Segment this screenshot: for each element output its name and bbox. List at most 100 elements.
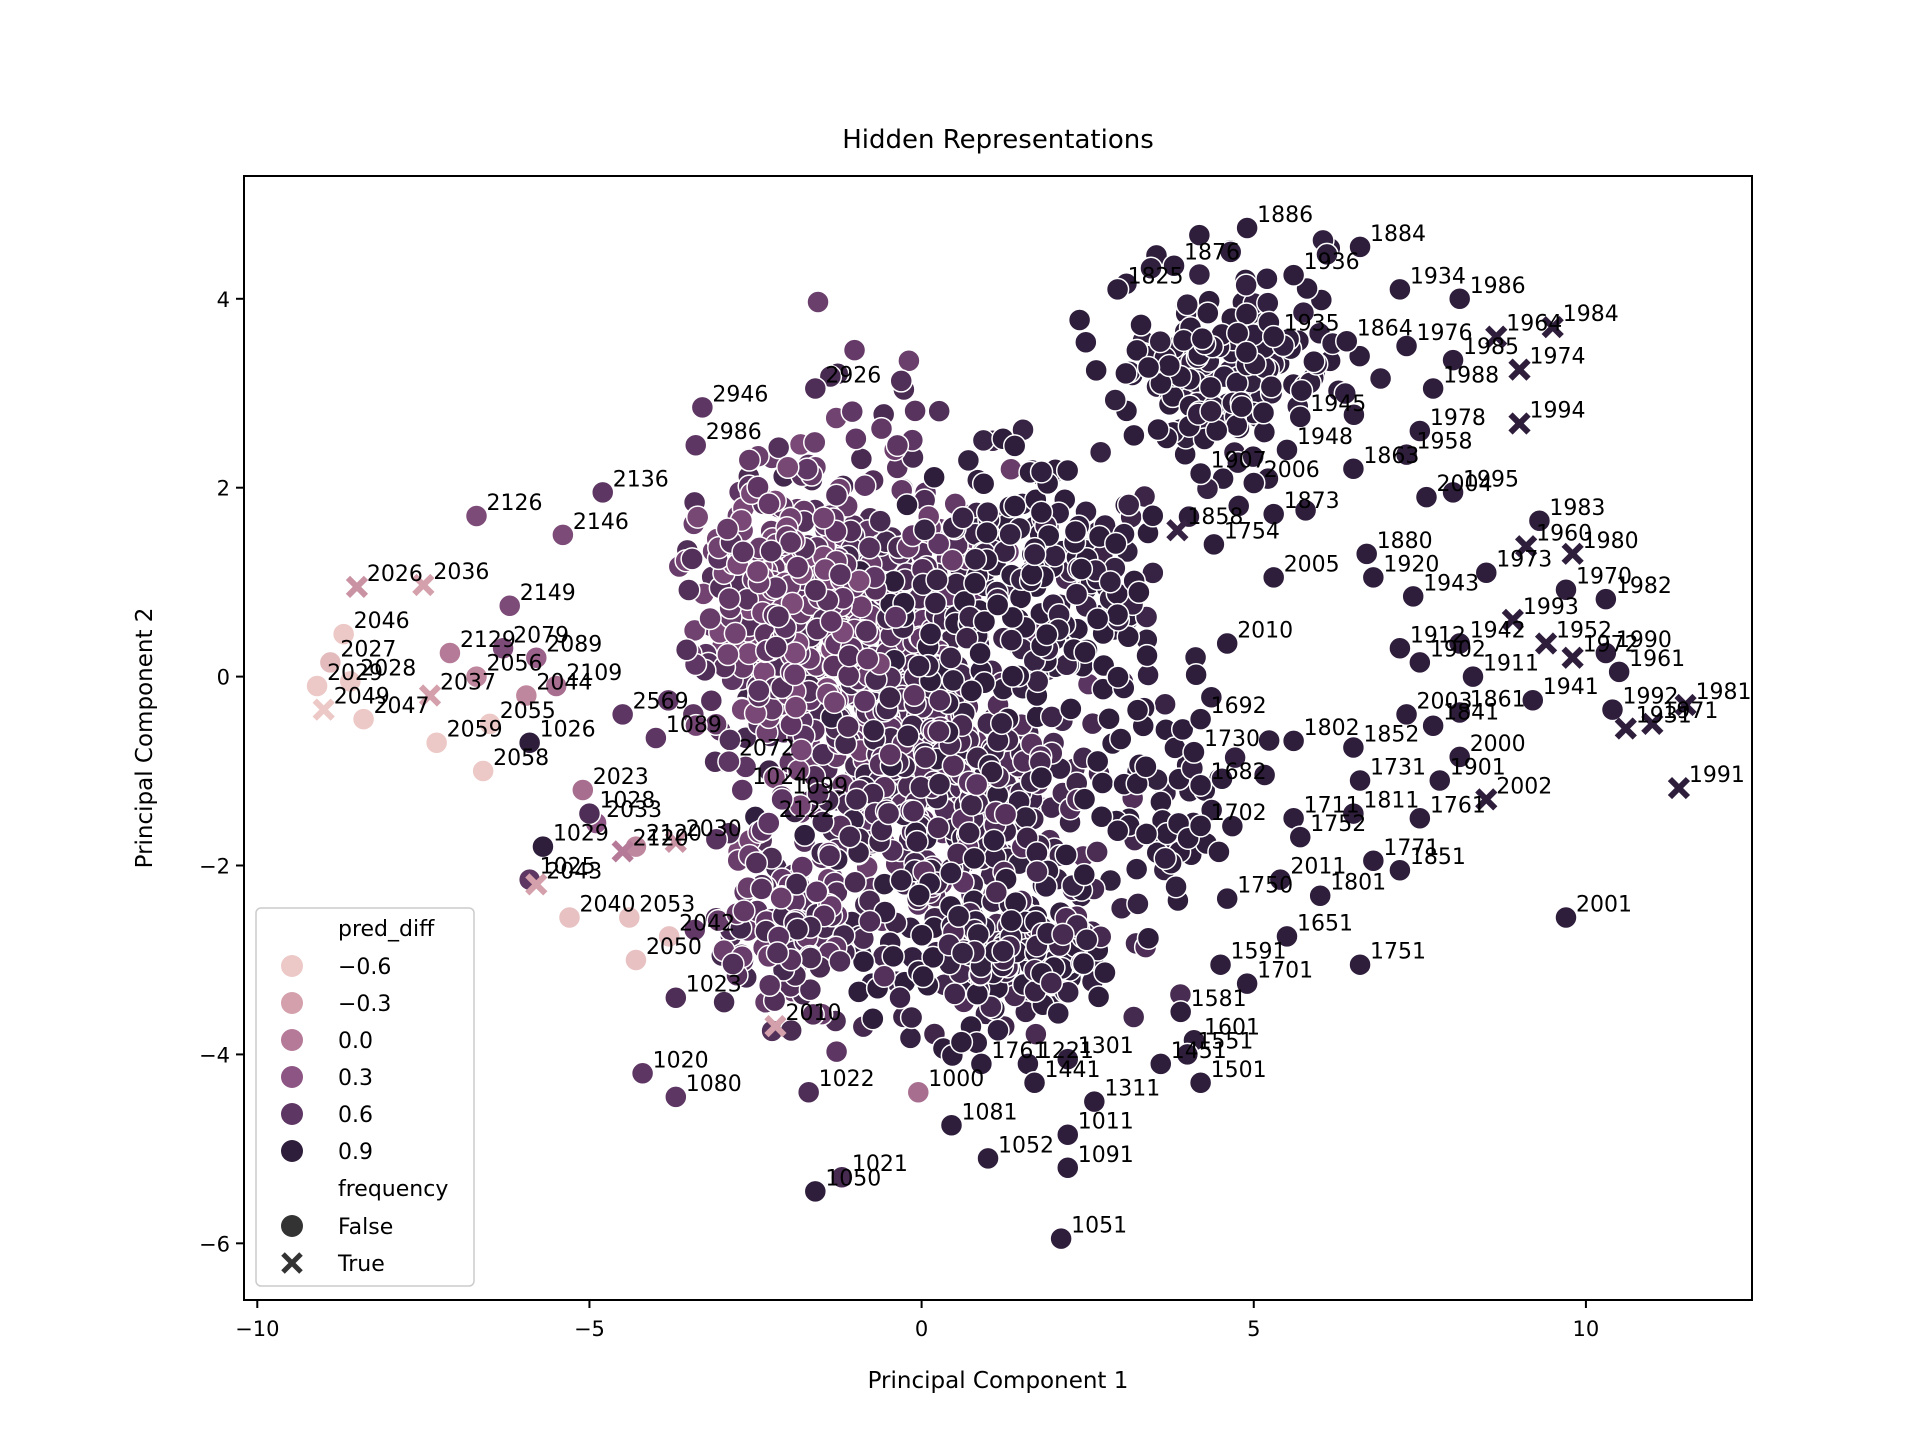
background-point xyxy=(881,944,905,969)
background-point xyxy=(1039,971,1064,995)
background-point xyxy=(1000,664,1025,688)
data-point xyxy=(657,924,681,949)
background-point xyxy=(1129,313,1153,337)
x-axis-label: Principal Component 1 xyxy=(868,1368,1129,1394)
background-point xyxy=(854,619,879,643)
data-point xyxy=(1182,740,1206,764)
point-label: 1907 xyxy=(1211,449,1267,474)
data-point xyxy=(1335,329,1359,354)
point-label: 2109 xyxy=(566,661,622,686)
background-point xyxy=(836,663,861,688)
background-point xyxy=(1073,640,1097,664)
background-point xyxy=(1187,223,1212,247)
background-point xyxy=(1121,1005,1146,1029)
background-point xyxy=(766,435,791,460)
point-label: 1000 xyxy=(928,1067,984,1092)
background-point xyxy=(1199,798,1224,822)
data-point xyxy=(1594,641,1618,665)
data-point xyxy=(906,1080,931,1104)
point-label: 1591 xyxy=(1231,940,1287,965)
legend-hue-title: pred_diff xyxy=(338,917,435,942)
point-label: 1501 xyxy=(1211,1058,1267,1083)
legend-hue-label: 0.0 xyxy=(338,1029,373,1054)
point-label: 1751 xyxy=(1370,940,1426,965)
point-label: 1551 xyxy=(1197,1029,1253,1054)
point-label: 1936 xyxy=(1304,250,1360,275)
point-label: 2004 xyxy=(1436,472,1492,497)
point-label: 1451 xyxy=(1171,1039,1227,1064)
point-label: 1976 xyxy=(1417,321,1473,346)
background-point xyxy=(975,520,999,545)
y-tick-label: −6 xyxy=(199,1232,230,1256)
background-point xyxy=(1190,326,1215,351)
point-label: 1935 xyxy=(1284,312,1340,337)
background-point xyxy=(853,473,877,498)
data-point xyxy=(1421,376,1445,401)
background-point xyxy=(923,591,948,615)
background-point xyxy=(896,724,920,748)
background-point xyxy=(872,964,896,989)
legend-hue-swatch xyxy=(281,992,303,1014)
background-point xyxy=(913,745,938,770)
data-point xyxy=(524,645,549,670)
point-label: 2055 xyxy=(500,699,556,724)
background-point xyxy=(1003,494,1027,518)
background-point xyxy=(1075,928,1099,952)
background-point xyxy=(1234,273,1258,297)
background-point xyxy=(844,426,868,451)
background-point xyxy=(765,941,790,965)
point-label: 2926 xyxy=(825,364,881,389)
data-point xyxy=(717,749,741,774)
background-point xyxy=(1084,358,1108,383)
background-point xyxy=(811,506,836,530)
data-point xyxy=(803,1179,828,1204)
data-point xyxy=(1441,348,1465,372)
data-point-x xyxy=(1641,712,1664,735)
background-point xyxy=(855,647,880,671)
data-point xyxy=(1056,1156,1080,1180)
background-point xyxy=(1074,330,1098,354)
data-point xyxy=(1394,702,1419,727)
data-point xyxy=(1600,697,1625,722)
background-point xyxy=(1105,819,1130,843)
background-point xyxy=(857,536,882,560)
background-point xyxy=(680,547,704,571)
plot-frame xyxy=(243,175,1753,1301)
background-point xyxy=(803,430,827,455)
background-point xyxy=(677,578,701,602)
legend-style-label: True xyxy=(337,1252,385,1277)
background-point xyxy=(1315,242,1339,267)
background-point xyxy=(737,448,762,472)
x-tick-label: 10 xyxy=(1573,1317,1600,1341)
background-point xyxy=(1109,727,1133,751)
point-label: 1952 xyxy=(1556,619,1612,644)
data-point xyxy=(644,726,668,750)
background-point xyxy=(927,772,952,796)
background-point xyxy=(957,821,981,845)
point-label: 1841 xyxy=(1443,701,1499,726)
background-point xyxy=(745,559,770,584)
background-point xyxy=(905,829,929,854)
background-point xyxy=(1029,765,1054,790)
background-point xyxy=(1122,423,1146,448)
point-label: 1980 xyxy=(1583,529,1639,554)
background-point xyxy=(749,877,774,901)
background-point xyxy=(921,945,945,970)
data-point xyxy=(796,1080,821,1104)
data-point-x xyxy=(611,840,634,863)
point-label: 1876 xyxy=(1184,241,1240,266)
background-point xyxy=(1024,1022,1048,1046)
background-point xyxy=(795,457,819,481)
background-point xyxy=(764,635,788,659)
background-point xyxy=(766,604,791,629)
point-label: 2126 xyxy=(487,491,543,516)
data-point-x xyxy=(1485,325,1508,348)
background-point xyxy=(840,399,865,424)
background-point xyxy=(1225,321,1250,345)
background-point xyxy=(824,1039,849,1064)
y-tick-label: −2 xyxy=(199,855,230,879)
background-point xyxy=(941,668,966,693)
background-point xyxy=(1046,1001,1070,1026)
point-label: 1029 xyxy=(553,822,609,847)
point-label: 1863 xyxy=(1363,444,1419,469)
